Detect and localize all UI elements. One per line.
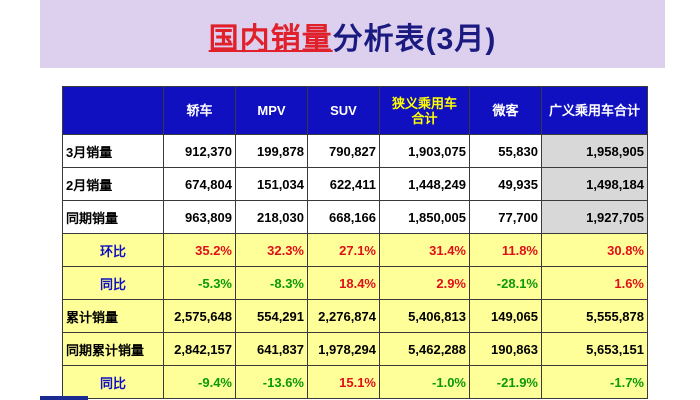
table-cell: 18.4%	[307, 266, 380, 300]
table-row: 3月销量 912,370 199,878 790,827 1,903,075 55,830…	[62, 134, 648, 168]
column-header: MPV	[235, 86, 308, 135]
table-cell: 963,809	[163, 200, 236, 234]
table-cell: 1,903,075	[379, 134, 470, 168]
table-cell: 2,842,157	[163, 332, 236, 366]
row-label: 同比	[62, 266, 164, 300]
column-header: 微客	[469, 86, 542, 135]
table-cell: 1,927,705	[541, 200, 648, 234]
row-label: 环比	[62, 233, 164, 267]
title-band: 国内销量分析表(3月)	[40, 0, 665, 68]
table-cell: 912,370	[163, 134, 236, 168]
table-cell: 151,034	[235, 167, 308, 201]
row-label: 累计销量	[62, 299, 164, 333]
row-label: 同比	[62, 365, 164, 399]
table-cell: -1.0%	[379, 365, 470, 399]
table-row: 同期累计销量 2,842,157 641,837 1,978,294 5,462,288…	[62, 332, 648, 366]
table-cell: 641,837	[235, 332, 308, 366]
table-cell: 35.2%	[163, 233, 236, 267]
table-row: 同比 -5.3% -8.3% 18.4% 2.9% -28.1% 1.6%	[62, 266, 648, 300]
table-cell: 790,827	[307, 134, 380, 168]
table-cell: 2.9%	[379, 266, 470, 300]
table-cell: 2,575,648	[163, 299, 236, 333]
table-cell: 32.3%	[235, 233, 308, 267]
table-cell: 190,863	[469, 332, 542, 366]
row-label: 同期累计销量	[62, 332, 164, 366]
table-cell: 27.1%	[307, 233, 380, 267]
table-cell: 1,850,005	[379, 200, 470, 234]
column-header: 广义乘用车合计	[541, 86, 648, 135]
table-cell: 5,555,878	[541, 299, 648, 333]
table-cell: 1,958,905	[541, 134, 648, 168]
title-rest: 分析表(3月)	[332, 23, 497, 56]
table-cell: 218,030	[235, 200, 308, 234]
table-cell: -1.7%	[541, 365, 648, 399]
table-cell: 1,498,184	[541, 167, 648, 201]
table-cell: 5,406,813	[379, 299, 470, 333]
table-cell: 15.1%	[307, 365, 380, 399]
table-row: 累计销量 2,575,648 554,291 2,276,874 5,406,813 14…	[62, 299, 648, 333]
table-cell: 11.8%	[469, 233, 542, 267]
table-cell: 31.4%	[379, 233, 470, 267]
table-cell: -9.4%	[163, 365, 236, 399]
table-cell: 30.8%	[541, 233, 648, 267]
column-header: 狭义乘用车 合计	[379, 86, 470, 135]
table-body: 3月销量 912,370 199,878 790,827 1,903,075 55,830…	[62, 134, 648, 399]
sales-table: 轿车 MPV SUV 狭义乘用车 合计 微客 广义乘用车合计 3月销量 912,370 199,…	[62, 86, 648, 399]
column-header: 轿车	[163, 86, 236, 135]
table-cell: 622,411	[307, 167, 380, 201]
row-label: 3月销量	[62, 134, 164, 168]
header-row: 轿车 MPV SUV 狭义乘用车 合计 微客 广义乘用车合计	[62, 86, 648, 135]
table-cell: -8.3%	[235, 266, 308, 300]
corner-decoration	[40, 396, 88, 400]
table-cell: -21.9%	[469, 365, 542, 399]
table-cell: 554,291	[235, 299, 308, 333]
table-cell: 668,166	[307, 200, 380, 234]
table-cell: 5,653,151	[541, 332, 648, 366]
table-cell: 199,878	[235, 134, 308, 168]
table-cell: -5.3%	[163, 266, 236, 300]
row-label: 同期销量	[62, 200, 164, 234]
title-highlight: 国内销量	[208, 23, 333, 56]
table-cell: 1,978,294	[307, 332, 380, 366]
header-corner	[62, 86, 164, 135]
table-row: 环比 35.2% 32.3% 27.1% 31.4% 11.8% 30.8%	[62, 233, 648, 267]
table-row: 2月销量 674,804 151,034 622,411 1,448,249 49,935…	[62, 167, 648, 201]
row-label: 2月销量	[62, 167, 164, 201]
table-cell: 55,830	[469, 134, 542, 168]
table-cell: 77,700	[469, 200, 542, 234]
table-cell: 5,462,288	[379, 332, 470, 366]
table-cell: 1.6%	[541, 266, 648, 300]
column-header: SUV	[307, 86, 380, 135]
table-row: 同比 -9.4% -13.6% 15.1% -1.0% -21.9% -1.7%	[62, 365, 648, 399]
table-cell: 2,276,874	[307, 299, 380, 333]
table-row: 同期销量 963,809 218,030 668,166 1,850,005 77,700…	[62, 200, 648, 234]
table-cell: 674,804	[163, 167, 236, 201]
table-cell: 1,448,249	[379, 167, 470, 201]
table-cell: -28.1%	[469, 266, 542, 300]
table-cell: -13.6%	[235, 365, 308, 399]
table-cell: 149,065	[469, 299, 542, 333]
table-cell: 49,935	[469, 167, 542, 201]
page-title: 国内销量分析表(3月)	[40, 14, 665, 58]
